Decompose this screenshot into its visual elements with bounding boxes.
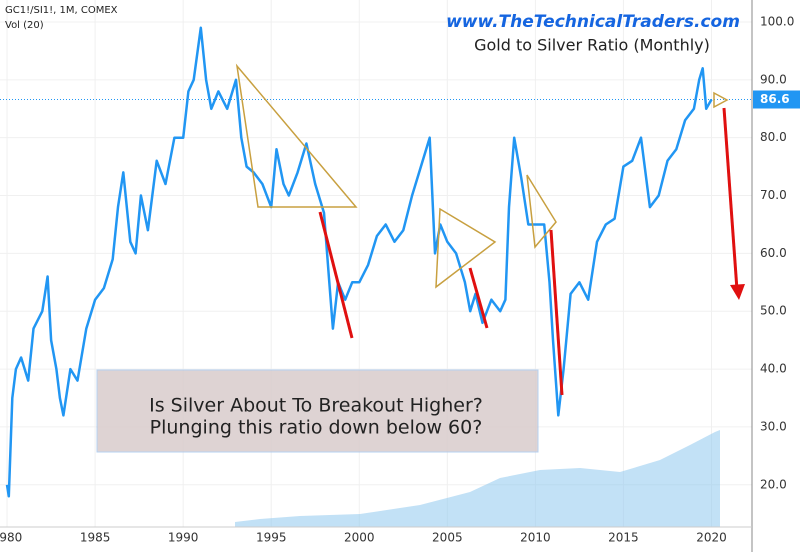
arrows xyxy=(318,107,745,396)
annotation-text: Plunging this ratio down below 60? xyxy=(150,417,483,439)
triangles xyxy=(235,63,729,289)
triangle xyxy=(235,63,358,208)
last-value-box xyxy=(753,90,800,109)
annotation-box xyxy=(96,369,539,453)
y-tick-label: 40.0 xyxy=(760,362,787,376)
arrow-head xyxy=(730,284,745,300)
x-tick-label: 1990 xyxy=(168,531,199,545)
arrow xyxy=(318,211,354,339)
triangle xyxy=(713,91,729,109)
annotation-text: Is Silver About To Breakout Higher? xyxy=(149,395,483,417)
arrow xyxy=(722,107,739,291)
y-tick-label: 90.0 xyxy=(760,72,787,86)
x-tick-label: 1985 xyxy=(80,531,111,545)
x-tick-label: 2015 xyxy=(608,531,639,545)
y-tick-label: 60.0 xyxy=(760,246,787,260)
triangle xyxy=(435,207,497,289)
x-tick-label: 2020 xyxy=(696,531,727,545)
chart-title: Gold to Silver Ratio (Monthly) xyxy=(474,36,710,55)
x-tick-label: 2005 xyxy=(432,531,463,545)
y-tick-label: 30.0 xyxy=(760,419,787,433)
y-tick-label: 80.0 xyxy=(760,130,787,144)
y-tick-label: 50.0 xyxy=(760,304,787,318)
arrow xyxy=(468,267,489,329)
last-value-label: 86.6 xyxy=(760,92,790,106)
x-tick-label: 1995 xyxy=(256,531,287,545)
y-tick-label: 100.0 xyxy=(760,14,794,28)
arrow xyxy=(549,229,564,396)
volume-area xyxy=(235,430,720,527)
watermark: www.TheTechnicalTraders.com xyxy=(446,12,740,32)
symbol: GC1!/SI1!, 1M, COMEX xyxy=(5,5,118,16)
y-tick-label: 70.0 xyxy=(760,188,787,202)
y-tick-label: 20.0 xyxy=(760,477,787,491)
triangle xyxy=(526,174,557,249)
x-tick-label: 2010 xyxy=(520,531,551,545)
x-tick-label: 1980 xyxy=(0,531,22,545)
volume-label: Vol (20) xyxy=(5,20,44,31)
x-tick-label: 2000 xyxy=(344,531,375,545)
